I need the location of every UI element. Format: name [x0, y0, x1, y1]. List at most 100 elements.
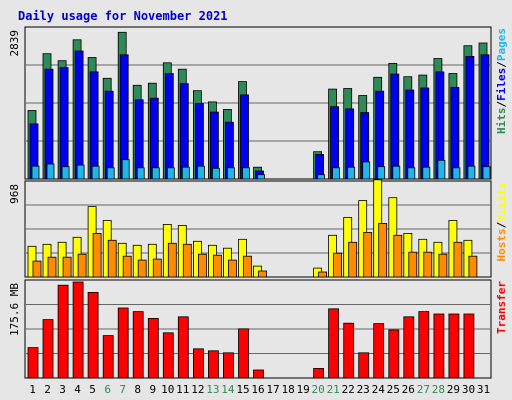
day-label-9: 9 — [149, 383, 156, 396]
chart-panels: 2839Hits/Files/Pages968Hosts/Visits175.6… — [8, 26, 508, 379]
bar-hosts-day-1 — [32, 260, 42, 278]
bar-hosts-day-10 — [167, 242, 177, 278]
day-label-7: 7 — [119, 383, 126, 396]
bar-pages-day-28 — [437, 159, 446, 180]
panel-series-label: Transfer — [495, 281, 508, 334]
bar-transfer-day-27 — [418, 311, 430, 379]
bar-files-day-6 — [104, 90, 114, 180]
bar-transfer-day-28 — [433, 313, 445, 379]
bar-pages-day-5 — [91, 165, 100, 180]
day-label-14: 14 — [221, 383, 235, 396]
bar-hosts-day-3 — [62, 256, 72, 278]
label-part-hosts: Hosts — [495, 228, 508, 261]
day-label-26: 26 — [402, 383, 415, 396]
bar-pages-day-29 — [452, 167, 461, 180]
day-label-31: 31 — [477, 383, 490, 396]
bar-files-day-8 — [134, 99, 144, 180]
bar-pages-day-20 — [317, 174, 326, 180]
bar-hosts-day-6 — [107, 239, 117, 278]
bar-files-day-30 — [465, 56, 475, 180]
bar-pages-day-6 — [106, 167, 115, 180]
bar-hosts-day-8 — [137, 259, 147, 278]
bar-hosts-day-29 — [453, 241, 463, 278]
bar-hosts-day-24 — [378, 222, 388, 278]
bar-transfer-day-24 — [373, 323, 385, 379]
day-label-28: 28 — [432, 383, 445, 396]
bar-hosts-day-13 — [212, 254, 222, 278]
bar-pages-day-10 — [166, 167, 175, 180]
day-label-3: 3 — [59, 383, 66, 396]
bar-pages-day-9 — [151, 167, 160, 180]
bar-hosts-day-23 — [363, 231, 373, 278]
bar-transfer-day-16 — [253, 369, 264, 379]
bar-hosts-day-28 — [438, 253, 448, 278]
axis-max-label: 968 — [8, 184, 21, 204]
bar-hosts-day-21 — [333, 252, 343, 278]
bar-transfer-day-26 — [403, 316, 415, 379]
bar-files-day-31 — [480, 54, 490, 180]
bar-transfer-day-7 — [117, 307, 129, 379]
day-labels: 1 2 3 4 5 6 7 8 9 10 11 12 13 14 15 16 17 18 19 20 21 22 23 24 2… — [29, 383, 490, 396]
day-label-11: 11 — [176, 383, 189, 396]
bar-transfer-day-20 — [313, 367, 325, 379]
bar-transfer-day-3 — [57, 284, 69, 379]
bar-transfer-day-1 — [27, 347, 39, 379]
bar-transfer-day-25 — [388, 329, 400, 379]
label-part-hits: Hits — [495, 108, 508, 135]
panel-series-label: Hits/Files/Pages — [495, 28, 508, 134]
bar-pages-day-3 — [61, 166, 70, 180]
bar-transfer-day-21 — [328, 308, 340, 379]
day-label-22: 22 — [342, 383, 355, 396]
bar-transfer-day-13 — [207, 350, 219, 379]
bar-pages-day-2 — [46, 163, 55, 180]
day-label-4: 4 — [74, 383, 81, 396]
day-label-18: 18 — [281, 383, 294, 396]
bar-pages-day-26 — [407, 167, 416, 180]
bar-pages-day-8 — [136, 167, 145, 180]
bar-transfer-day-9 — [147, 317, 159, 379]
bar-transfer-day-5 — [87, 291, 99, 379]
panel-series-label: Hosts/Visits — [495, 182, 508, 262]
bar-files-day-4 — [74, 50, 84, 180]
bar-hosts-day-11 — [182, 243, 192, 278]
bar-transfer-day-15 — [238, 328, 249, 379]
bar-hosts-day-15 — [243, 255, 252, 278]
day-label-17: 17 — [266, 383, 279, 396]
day-label-25: 25 — [387, 383, 400, 396]
bar-pages-day-25 — [392, 165, 401, 180]
bar-files-day-24 — [375, 90, 385, 180]
bar-hosts-day-26 — [408, 251, 418, 278]
bar-pages-day-15 — [242, 167, 250, 180]
label-part-files: Files — [495, 68, 508, 101]
bar-hosts-day-4 — [77, 253, 87, 278]
bar-transfer-day-8 — [132, 311, 144, 379]
bar-pages-day-13 — [211, 167, 220, 180]
day-label-1: 1 — [29, 383, 36, 396]
bar-hosts-day-9 — [152, 258, 162, 278]
day-label-20: 20 — [311, 383, 324, 396]
bar-hosts-day-30 — [468, 255, 478, 278]
bar-hosts-day-25 — [393, 234, 403, 278]
bar-files-day-11 — [179, 83, 189, 180]
bar-pages-day-27 — [422, 166, 431, 180]
label-part-slash: / — [495, 61, 508, 68]
panel-visits_hosts: 968 Hosts/Visits — [8, 179, 508, 278]
bar-files-day-25 — [390, 73, 400, 180]
bar-hosts-day-5 — [92, 232, 102, 278]
label-part-pages: Pages — [495, 28, 508, 61]
bar-pages-day-1 — [31, 165, 40, 180]
bar-transfer-day-23 — [358, 352, 370, 379]
bar-hosts-day-16 — [258, 270, 267, 278]
day-label-12: 12 — [191, 383, 204, 396]
bar-hosts-day-12 — [197, 253, 207, 278]
bar-pages-day-31 — [482, 166, 491, 180]
bar-files-day-15 — [240, 94, 249, 180]
day-label-24: 24 — [372, 383, 386, 396]
bar-hosts-day-20 — [318, 271, 328, 278]
bar-transfer-day-11 — [177, 316, 189, 379]
day-label-16: 16 — [251, 383, 264, 396]
bar-hosts-day-7 — [122, 255, 132, 278]
bar-files-day-29 — [450, 87, 460, 180]
